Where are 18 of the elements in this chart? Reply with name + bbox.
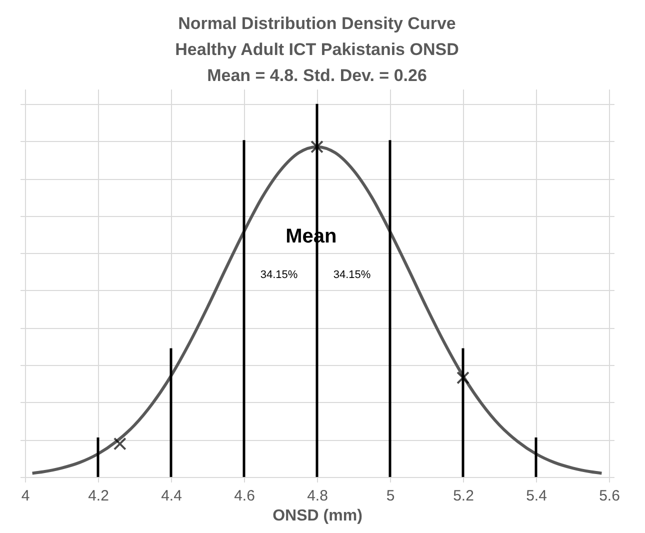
x-axis-title: ONSD (mm): [272, 508, 362, 524]
bar: [242, 140, 246, 477]
annotation: 34.15%: [260, 269, 298, 282]
x-tick-label: 4.8: [307, 488, 328, 504]
annotation: 34.15%: [333, 269, 371, 282]
x-tick-label: 5.4: [526, 488, 547, 504]
bar: [388, 140, 392, 477]
bar: [170, 348, 172, 477]
x-tick-label: 4.6: [234, 488, 255, 504]
x-tick-label: 4.2: [88, 488, 109, 504]
x-tick-label: 5: [386, 488, 395, 504]
chart-title: Normal Distribution Density Curve Healthy Adult ICT Pakistanis ONSD Mean = 4.8. Std. Dev. = 0.26: [175, 14, 459, 85]
x-tick-label: 5.6: [599, 488, 620, 504]
x-tick-label: 4.4: [161, 488, 182, 504]
x-tick-label: 4: [21, 488, 30, 504]
bar: [534, 437, 538, 477]
x-tick-label: 5.2: [453, 488, 474, 504]
bar: [96, 437, 100, 477]
